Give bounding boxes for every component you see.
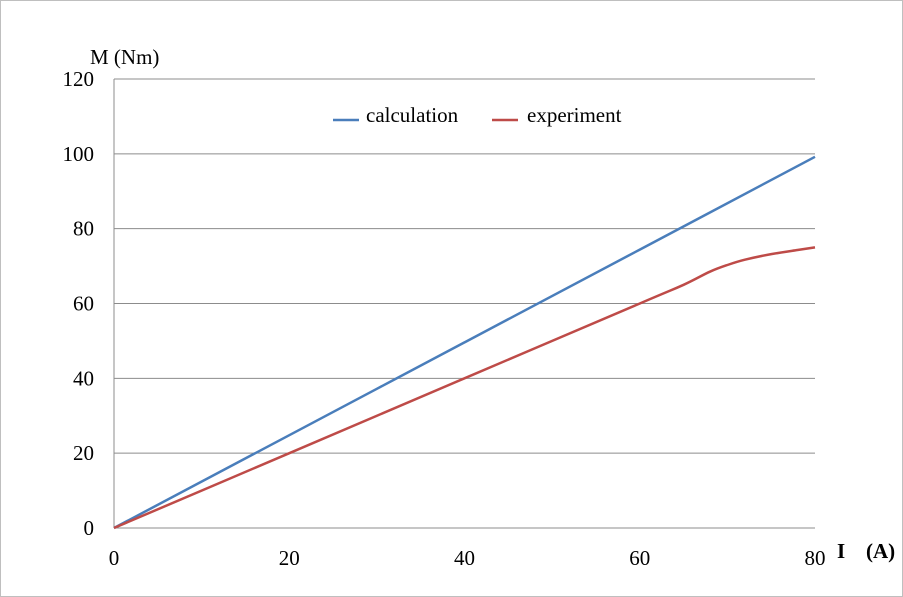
gridlines — [114, 78, 815, 454]
x-tick-label-40: 40 — [454, 546, 475, 570]
legend-label-experiment: experiment — [527, 103, 622, 127]
y-axis-title: M (Nm) — [90, 45, 159, 69]
y-tick-label-80: 80 — [73, 217, 94, 241]
y-tick-label-120: 120 — [63, 67, 95, 91]
y-tick-labels: 0 20 40 60 80 100 120 — [63, 67, 95, 540]
series-line-calculation — [113, 155, 816, 530]
x-tick-label-0: 0 — [109, 546, 120, 570]
x-tick-label-20: 20 — [279, 546, 300, 570]
legend: calculation experiment — [333, 103, 622, 127]
x-axis-title-symbol: I — [837, 539, 845, 563]
series-line-experiment — [113, 246, 816, 530]
y-tick-label-0: 0 — [84, 516, 95, 540]
x-tick-label-60: 60 — [629, 546, 650, 570]
legend-label-calculation: calculation — [366, 103, 459, 127]
x-tick-labels: 0 20 40 60 80 — [109, 546, 826, 570]
y-tick-label-20: 20 — [73, 441, 94, 465]
x-tick-label-80: 80 — [805, 546, 826, 570]
x-axis-title-unit: (A) — [866, 539, 895, 563]
series-lines — [113, 155, 816, 530]
y-tick-label-100: 100 — [63, 142, 95, 166]
axes — [113, 79, 815, 529]
y-tick-label-60: 60 — [73, 292, 94, 316]
y-tick-label-40: 40 — [73, 366, 94, 390]
